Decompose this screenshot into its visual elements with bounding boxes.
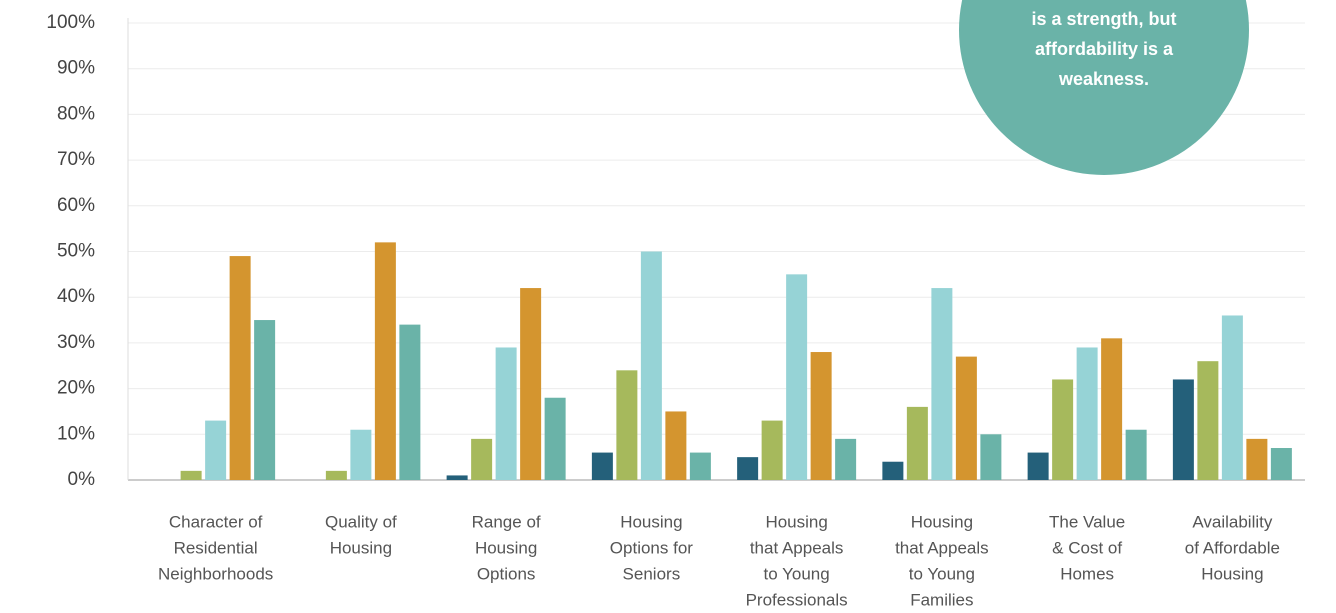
bar (471, 438, 493, 480)
bar (1197, 361, 1219, 480)
x-tick-label: Character of (169, 512, 263, 531)
bar (374, 242, 396, 480)
bar (1125, 429, 1147, 480)
bar (980, 434, 1002, 480)
y-tick-label: 100% (46, 12, 95, 33)
x-tick-label: Options (477, 564, 536, 583)
x-tick-label: Seniors (623, 564, 681, 583)
bar (591, 452, 613, 480)
x-tick-label: Neighborhoods (158, 564, 273, 583)
x-tick-label: & Cost of (1052, 538, 1122, 557)
x-tick-label: Housing (330, 538, 392, 557)
x-tick-label: Quality of (325, 512, 397, 531)
x-tick-label: of Affordable (1185, 538, 1280, 557)
x-tick-label: to Young (909, 564, 975, 583)
bar (906, 406, 928, 480)
bar (1221, 315, 1243, 480)
bar (1101, 338, 1123, 480)
x-tick-label: Residential (174, 538, 258, 557)
bar (1052, 379, 1074, 480)
x-tick-label: Housing (1201, 564, 1263, 583)
bar (1076, 347, 1098, 480)
bar (495, 347, 517, 480)
y-tick-label: 50% (57, 241, 95, 262)
bar (1246, 438, 1268, 480)
y-tick-label: 80% (57, 103, 95, 124)
x-tick-label: Options for (610, 538, 693, 557)
y-tick-label: 70% (57, 149, 95, 170)
bar (350, 429, 372, 480)
bar (665, 411, 687, 480)
bar (180, 470, 202, 480)
y-tick-label: 40% (57, 286, 95, 307)
y-tick-label: 10% (57, 423, 95, 444)
bar (1172, 379, 1194, 480)
bar (544, 397, 566, 480)
x-tick-label: Housing (475, 538, 537, 557)
bar (616, 370, 638, 480)
x-tick-label: that Appeals (750, 538, 844, 557)
bar (325, 470, 347, 480)
x-tick-label: that Appeals (895, 538, 989, 557)
y-tick-label: 20% (57, 378, 95, 399)
bar (1270, 448, 1292, 480)
y-tick-label: 30% (57, 332, 95, 353)
bar (955, 356, 977, 480)
x-tick-label: The Value (1049, 512, 1125, 531)
x-tick-label: Professionals (746, 590, 848, 608)
bar (689, 452, 711, 480)
x-tick-label: Families (910, 590, 973, 608)
annotation-text: is a strength, but (1031, 9, 1176, 29)
bar (761, 420, 783, 480)
x-tick-label: Range of (472, 512, 541, 531)
bar (786, 274, 808, 480)
bar (229, 256, 251, 480)
bar (737, 457, 759, 480)
bar (205, 420, 227, 480)
x-tick-label: Housing (765, 512, 827, 531)
annotation-circle (959, 0, 1249, 175)
bar (254, 320, 276, 480)
x-tick-label: Housing (911, 512, 973, 531)
bar (399, 324, 421, 480)
x-tick-label: Housing (620, 512, 682, 531)
bar (810, 352, 832, 480)
y-tick-label: 0% (68, 469, 96, 490)
bar (835, 438, 857, 480)
bar (882, 461, 904, 480)
x-tick-label: Availability (1192, 512, 1273, 531)
annotation-text: weakness. (1058, 69, 1149, 89)
bar (931, 288, 953, 480)
y-tick-label: 90% (57, 58, 95, 79)
annotation-text: affordability is a (1035, 39, 1174, 59)
bar (520, 288, 542, 480)
y-tick-label: 60% (57, 195, 95, 216)
bar (1027, 452, 1049, 480)
x-tick-label: Homes (1060, 564, 1114, 583)
x-tick-label: to Young (764, 564, 830, 583)
bar (446, 475, 468, 480)
bar (640, 251, 662, 480)
